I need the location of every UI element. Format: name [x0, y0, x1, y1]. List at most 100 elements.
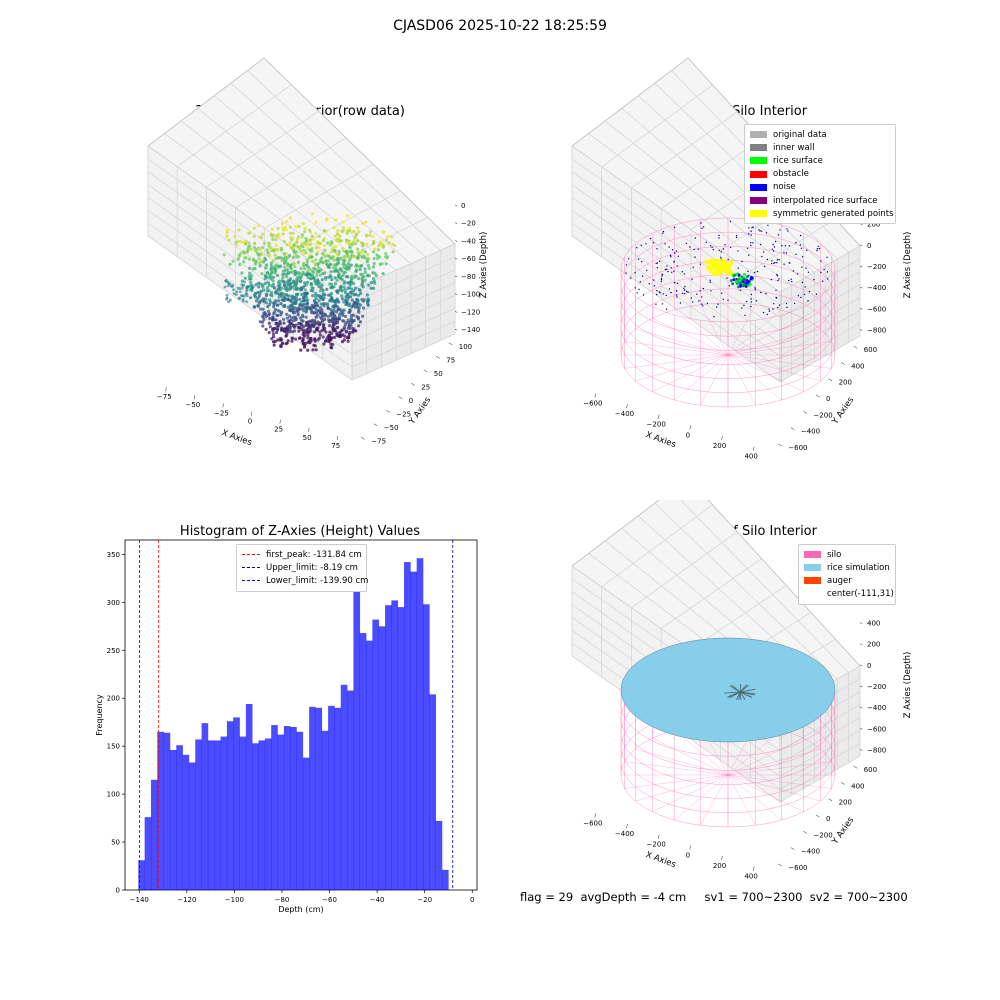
- hist-bar: [309, 706, 316, 890]
- sim-x-tick-label: 0: [686, 851, 690, 859]
- cls-grid-point: [673, 270, 675, 272]
- raw-data-point: [249, 284, 253, 288]
- cls-grid-point: [804, 286, 806, 288]
- raw-gridline: [214, 95, 412, 264]
- raw-data-point: [226, 284, 230, 288]
- raw-data-point: [332, 317, 336, 321]
- sim-silo-spoke: [727, 774, 821, 802]
- raw-data-point: [266, 280, 270, 284]
- cls-grid-point: [762, 311, 765, 314]
- cls-grid-point: [805, 267, 807, 269]
- raw-data-point: [390, 242, 395, 246]
- raw-data-point: [252, 234, 256, 238]
- raw-data-point: [280, 222, 285, 226]
- raw-data-point: [304, 309, 309, 313]
- cls-grid-point: [692, 266, 694, 268]
- cls-rice-point: [750, 275, 753, 279]
- raw-data-point: [360, 281, 364, 286]
- raw-data-point: [306, 265, 310, 269]
- cls-grid-point: [696, 293, 698, 295]
- raw-data-point: [318, 333, 322, 337]
- classify-legend-swatch: [750, 131, 767, 139]
- sim-y-tick-label: 400: [851, 782, 864, 790]
- raw-3d-plot: −75−50−250255075−75−50−2502550751000−20−…: [147, 57, 489, 450]
- raw-z-tick: [454, 240, 458, 242]
- raw-data-point: [343, 298, 347, 302]
- raw-data-point: [312, 311, 316, 315]
- sim-silo-spoke: [727, 761, 832, 776]
- raw-data-point: [384, 252, 388, 256]
- raw-gridline: [206, 110, 319, 188]
- raw-data-point: [303, 334, 307, 338]
- raw-data-point: [245, 288, 249, 292]
- cls-grid-point: [683, 287, 685, 289]
- raw-data-point: [288, 318, 292, 322]
- raw-data-point: [271, 332, 276, 336]
- sim-y-label: Y Axies: [830, 815, 857, 847]
- raw-data-point: [360, 298, 364, 302]
- raw-data-point: [355, 232, 359, 236]
- raw-data-point: [368, 233, 372, 237]
- raw-data-point: [295, 276, 300, 280]
- cls-grid-point: [783, 263, 785, 265]
- cls-grid-point: [693, 248, 695, 251]
- hist-bar: [252, 743, 259, 890]
- sim-z-tick-label: −800: [867, 746, 886, 754]
- cls-grid-point: [750, 242, 752, 244]
- raw-data-point: [354, 269, 358, 273]
- raw-data-point: [374, 274, 378, 278]
- raw-gridline: [322, 217, 428, 270]
- simulation-legend-label: silo: [827, 549, 842, 560]
- hist-bar: [283, 726, 291, 890]
- raw-data-point: [361, 244, 365, 248]
- raw-data-point: [336, 229, 340, 233]
- raw-data-point: [329, 270, 333, 274]
- raw-data-point: [348, 242, 352, 247]
- raw-z-tick-label: −120: [461, 308, 480, 316]
- cls-grid-point: [664, 243, 666, 245]
- classify-legend-swatch: [750, 157, 767, 165]
- cls-grid-point: [775, 289, 777, 291]
- cls-grid-point: [748, 233, 750, 235]
- raw-data-point: [328, 282, 332, 286]
- raw-data-point: [276, 324, 280, 328]
- raw-data-point: [294, 225, 298, 229]
- cls-grid-point: [801, 281, 803, 284]
- raw-data-point: [301, 222, 305, 226]
- raw-data-point: [366, 252, 370, 256]
- cls-y-tick: [803, 411, 808, 414]
- raw-data-point: [345, 231, 349, 235]
- cls-grid-point: [709, 281, 711, 283]
- raw-data-point: [267, 313, 271, 317]
- raw-data-point: [369, 281, 374, 285]
- raw-data-point: [282, 327, 286, 331]
- raw-data-point: [284, 259, 288, 264]
- raw-data-point: [348, 239, 352, 243]
- cls-grid-point: [776, 259, 778, 261]
- raw-data-point: [314, 258, 318, 262]
- raw-data-point: [305, 260, 309, 264]
- raw-data-point: [356, 247, 360, 251]
- raw-z-tick-label: −40: [461, 237, 476, 245]
- raw-data-point: [377, 255, 382, 259]
- cls-z-tick: [859, 244, 863, 247]
- cls-grid-point: [750, 293, 753, 296]
- raw-data-point: [283, 296, 287, 300]
- cls-x-tick-label: −600: [583, 399, 602, 407]
- raw-data-point: [345, 301, 349, 305]
- hist-y-label: Frequency: [95, 694, 104, 736]
- raw-data-point: [328, 243, 332, 247]
- raw-data-point: [329, 250, 333, 254]
- cls-silo-spoke: [727, 304, 756, 356]
- cls-grid-point: [772, 244, 774, 246]
- raw-data-point: [319, 302, 323, 306]
- cls-grid-point: [803, 293, 806, 296]
- raw-data-point: [366, 274, 370, 278]
- raw-data-point: [339, 256, 343, 260]
- raw-data-point: [235, 243, 239, 247]
- raw-x-label: X Axies: [220, 428, 253, 448]
- raw-data-point: [322, 328, 326, 332]
- cls-grid-point: [712, 249, 714, 251]
- raw-data-point: [333, 327, 337, 331]
- raw-data-point: [387, 241, 391, 245]
